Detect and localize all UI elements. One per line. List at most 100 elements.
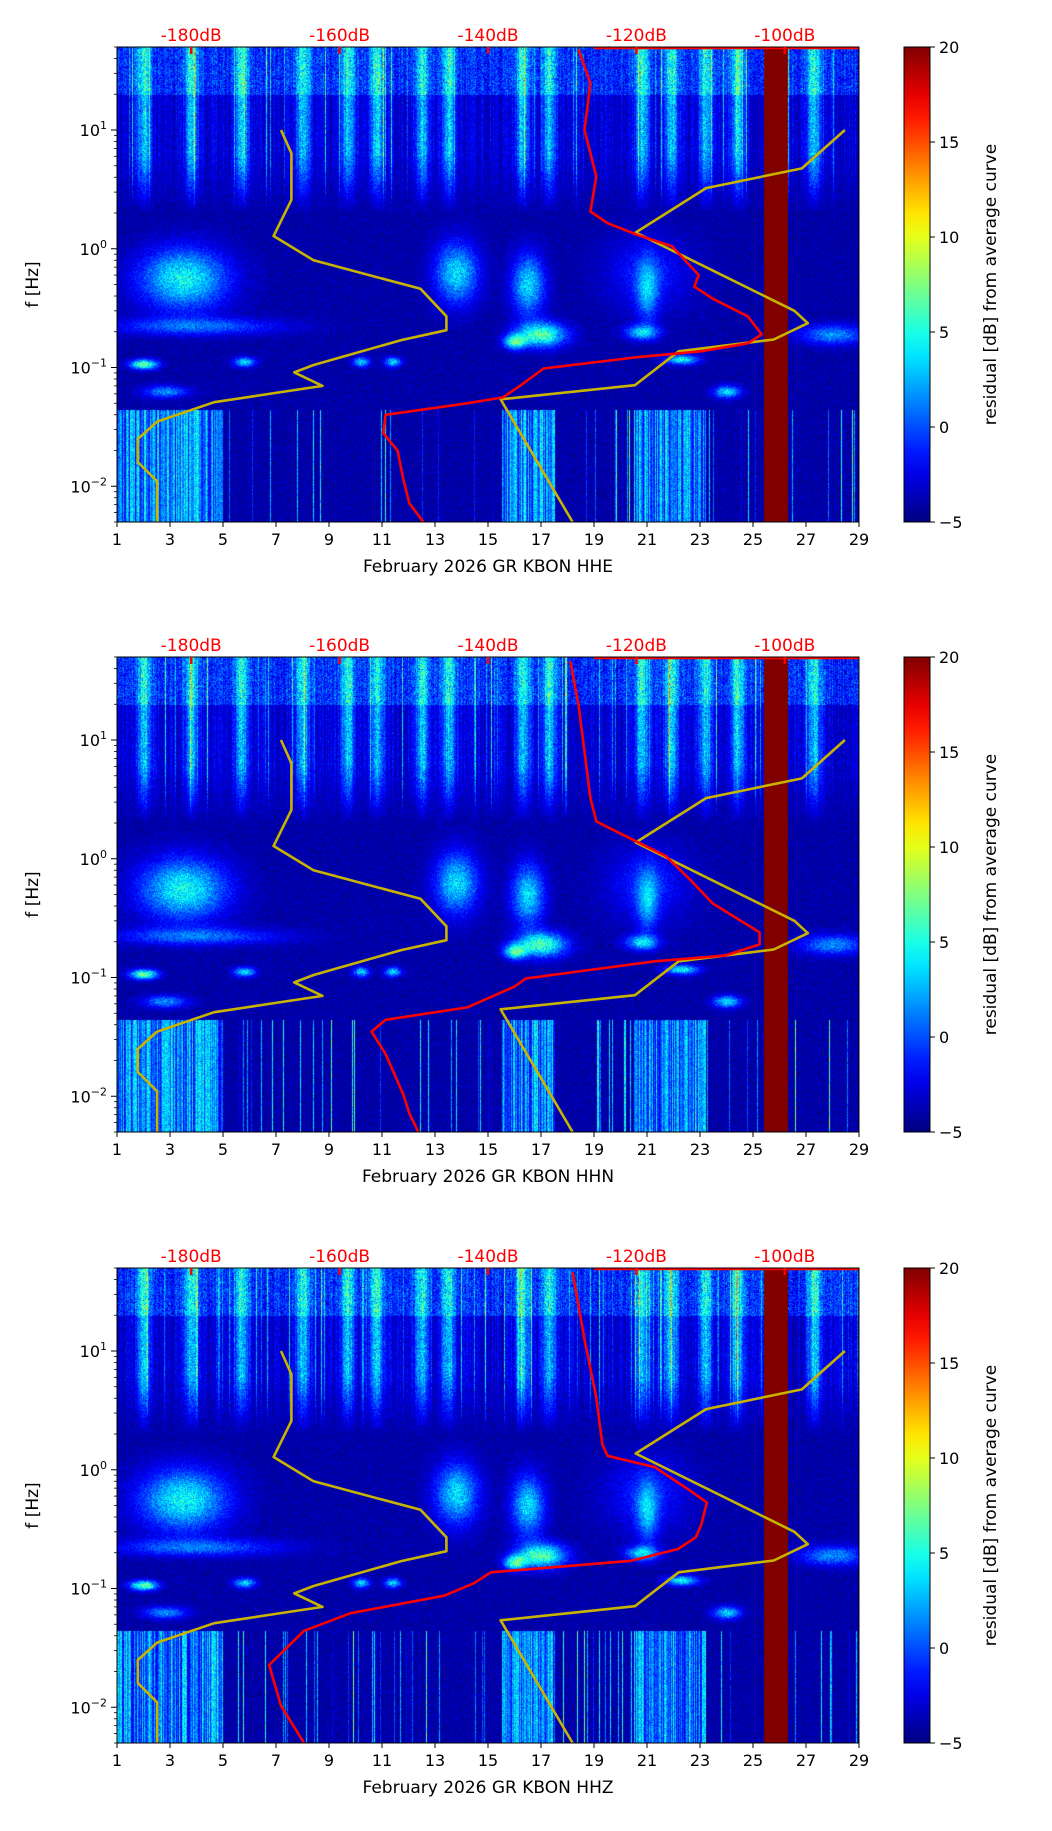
y-tick-label: 10−2 (70, 1696, 107, 1717)
x-tick-label: 17 (531, 1751, 551, 1770)
x-tick-label: 23 (690, 530, 710, 549)
low-noise-model-line (136, 739, 448, 1132)
top-db-tick-label: -120dB (606, 26, 667, 46)
y-axis-label: f [Hz] (23, 871, 43, 917)
x-tick-label: 23 (690, 1751, 710, 1770)
colorbar-tick-label: 15 (939, 743, 959, 762)
colorbar-tick-label: −5 (939, 1123, 963, 1142)
x-axis-label: February 2026 GR KBON HHN (362, 1167, 614, 1187)
high-noise-model-line (499, 739, 846, 1133)
x-tick-label: 11 (372, 1140, 392, 1159)
y-tick-label: 10−1 (70, 1578, 107, 1599)
y-tick-label: 10−2 (70, 1085, 107, 1106)
colorbar-tick-label: 20 (939, 38, 959, 57)
spectrogram-image (117, 47, 859, 522)
y-tick-label: 10−1 (70, 967, 107, 988)
top-db-tick-label: -180dB (161, 26, 222, 46)
top-db-tick-label: -140dB (457, 1247, 518, 1267)
colorbar-tick-label: 20 (939, 1259, 959, 1278)
colorbar-tick-label: −5 (939, 1734, 963, 1753)
x-tick-label: 27 (796, 1140, 816, 1159)
x-tick-label: 17 (531, 530, 551, 549)
x-tick-label: 5 (218, 1140, 228, 1159)
x-tick-label: 25 (743, 530, 763, 549)
top-db-tick-label: -100dB (754, 26, 815, 46)
x-tick-label: 9 (324, 530, 334, 549)
x-tick-label: 13 (425, 1751, 445, 1770)
colorbar-label: residual [dB] from average curve (981, 144, 1001, 425)
x-tick-label: 15 (478, 530, 498, 549)
x-tick-label: 29 (849, 1751, 869, 1770)
x-tick-label: 13 (425, 530, 445, 549)
colorbar-tick-label: 5 (939, 323, 949, 342)
top-db-tick-label: -120dB (606, 636, 667, 656)
colorbar-label: residual [dB] from average curve (981, 754, 1001, 1035)
high-noise-model-line (499, 129, 846, 523)
axes-frame (116, 656, 860, 1133)
x-tick-label: 25 (743, 1140, 763, 1159)
x-tick-label: 1 (112, 530, 122, 549)
low-noise-model-line (136, 129, 448, 522)
x-tick-label: 3 (165, 530, 175, 549)
colorbar-tick-label: 10 (939, 228, 959, 247)
x-tick-label: 15 (478, 1751, 498, 1770)
x-axis-label: February 2026 GR KBON HHZ (362, 1778, 613, 1798)
colorbar-tick-label: 5 (939, 1544, 949, 1563)
low-noise-model-line (136, 1350, 448, 1743)
high-noise-model-line (499, 1350, 846, 1744)
x-tick-label: 23 (690, 1140, 710, 1159)
y-tick-label: 100 (80, 238, 107, 259)
x-tick-label: 11 (372, 530, 392, 549)
y-tick-label: 101 (80, 119, 107, 140)
colorbar-tick-label: 10 (939, 838, 959, 857)
top-db-tick-label: -180dB (161, 636, 222, 656)
axes-frame (116, 1267, 860, 1744)
top-db-tick-label: -160dB (309, 26, 370, 46)
colorbar-label: residual [dB] from average curve (981, 1365, 1001, 1646)
y-tick-label: 100 (80, 1459, 107, 1480)
x-tick-label: 29 (849, 530, 869, 549)
x-tick-label: 27 (796, 1751, 816, 1770)
x-tick-label: 7 (271, 1140, 281, 1159)
spectrogram-image (117, 1268, 859, 1743)
x-tick-label: 7 (271, 530, 281, 549)
colorbar-tick-label: 0 (939, 1639, 949, 1658)
y-tick-label: 101 (80, 729, 107, 750)
x-tick-label: 1 (112, 1751, 122, 1770)
top-db-tick-label: -160dB (309, 636, 370, 656)
colorbar (903, 656, 931, 1133)
average-curve-line (382, 48, 764, 523)
y-tick-label: 100 (80, 848, 107, 869)
x-tick-label: 21 (637, 1140, 657, 1159)
x-tick-label: 1 (112, 1140, 122, 1159)
top-db-tick-label: -160dB (309, 1247, 370, 1267)
colorbar-tick-label: 15 (939, 133, 959, 152)
x-tick-label: 5 (218, 530, 228, 549)
top-db-tick-label: -100dB (754, 636, 815, 656)
x-tick-label: 7 (271, 1751, 281, 1770)
x-axis-label: February 2026 GR KBON HHE (363, 557, 613, 577)
y-axis-label: f [Hz] (23, 1482, 43, 1528)
y-tick-label: 10−1 (70, 357, 107, 378)
colorbar-tick-label: 0 (939, 418, 949, 437)
colorbar-tick-label: 15 (939, 1354, 959, 1373)
x-tick-label: 21 (637, 1751, 657, 1770)
spectrogram-panel-hhz: 1 3 5 7 9 11 13 15 17 19 21 23 25 27 29 February 2026 G… (0, 1221, 1052, 1831)
colorbar-tick-label: 10 (939, 1449, 959, 1468)
colorbar-tick-label: 0 (939, 1028, 949, 1047)
x-tick-label: 3 (165, 1751, 175, 1770)
top-db-tick-label: -140dB (457, 26, 518, 46)
x-tick-label: 9 (324, 1751, 334, 1770)
y-tick-label: 101 (80, 1340, 107, 1361)
x-tick-label: 13 (425, 1140, 445, 1159)
x-tick-label: 19 (584, 1140, 604, 1159)
x-tick-label: 29 (849, 1140, 869, 1159)
y-tick-label: 10−2 (70, 475, 107, 496)
colorbar-tick-label: 5 (939, 933, 949, 952)
x-tick-label: 17 (531, 1140, 551, 1159)
axes-frame (116, 46, 860, 523)
x-tick-label: 21 (637, 530, 657, 549)
